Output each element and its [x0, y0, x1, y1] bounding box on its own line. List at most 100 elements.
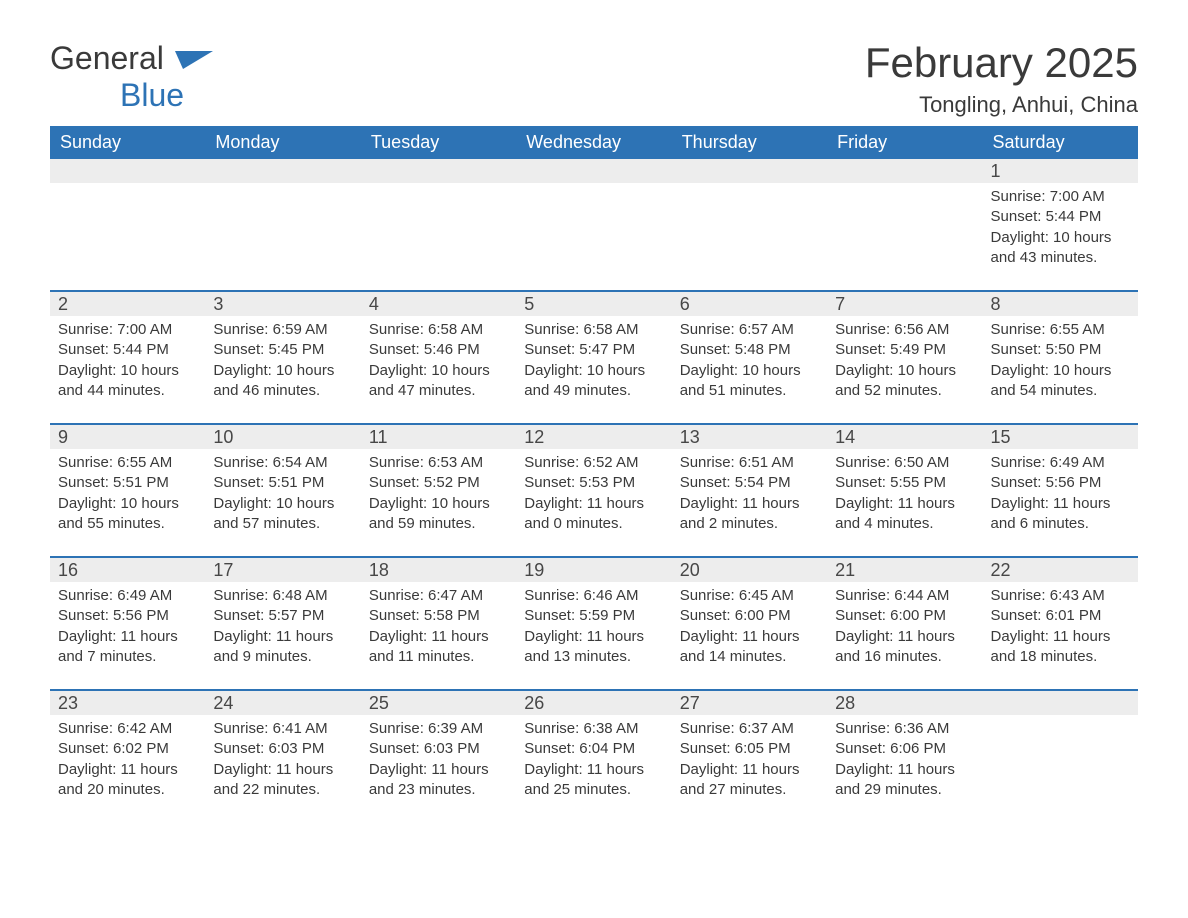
sunrise-text: Sunrise: 6:36 AM: [835, 719, 974, 739]
day-content: Sunrise: 6:53 AMSunset: 5:52 PMDaylight:…: [361, 449, 516, 556]
daylight-text: Daylight: 11 hours and 18 minutes.: [991, 627, 1130, 668]
sunrise-text: Sunrise: 6:39 AM: [369, 719, 508, 739]
sunset-text: Sunset: 5:52 PM: [369, 473, 508, 493]
calendar-cell: 9Sunrise: 6:55 AMSunset: 5:51 PMDaylight…: [50, 424, 205, 557]
daylight-text: Daylight: 10 hours and 43 minutes.: [991, 228, 1130, 269]
logo-word2: Blue: [120, 77, 184, 113]
sunset-text: Sunset: 6:01 PM: [991, 606, 1130, 626]
sunrise-text: Sunrise: 6:59 AM: [213, 320, 352, 340]
sunrise-text: Sunrise: 6:51 AM: [680, 453, 819, 473]
calendar-cell-empty: [672, 158, 827, 291]
daylight-text: Daylight: 10 hours and 57 minutes.: [213, 494, 352, 535]
sunrise-text: Sunrise: 6:49 AM: [58, 586, 197, 606]
calendar-cell: 10Sunrise: 6:54 AMSunset: 5:51 PMDayligh…: [205, 424, 360, 557]
daylight-text: Daylight: 10 hours and 46 minutes.: [213, 361, 352, 402]
day-content: Sunrise: 6:48 AMSunset: 5:57 PMDaylight:…: [205, 582, 360, 689]
day-content: Sunrise: 6:42 AMSunset: 6:02 PMDaylight:…: [50, 715, 205, 822]
day-content: [516, 183, 671, 273]
calendar-cell: 6Sunrise: 6:57 AMSunset: 5:48 PMDaylight…: [672, 291, 827, 424]
day-content: Sunrise: 6:47 AMSunset: 5:58 PMDaylight:…: [361, 582, 516, 689]
day-content: [361, 183, 516, 273]
calendar-week-row: 9Sunrise: 6:55 AMSunset: 5:51 PMDaylight…: [50, 424, 1138, 557]
sunrise-text: Sunrise: 7:00 AM: [991, 187, 1130, 207]
day-number: 21: [827, 558, 982, 582]
calendar-cell: 2Sunrise: 7:00 AMSunset: 5:44 PMDaylight…: [50, 291, 205, 424]
day-number: 8: [983, 292, 1138, 316]
logo-text: General Blue: [50, 40, 213, 114]
day-number: 19: [516, 558, 671, 582]
day-content: Sunrise: 7:00 AMSunset: 5:44 PMDaylight:…: [50, 316, 205, 423]
day-content: Sunrise: 6:46 AMSunset: 5:59 PMDaylight:…: [516, 582, 671, 689]
day-content: Sunrise: 6:44 AMSunset: 6:00 PMDaylight:…: [827, 582, 982, 689]
calendar-body: 1Sunrise: 7:00 AMSunset: 5:44 PMDaylight…: [50, 158, 1138, 822]
day-number: 28: [827, 691, 982, 715]
sunrise-text: Sunrise: 6:38 AM: [524, 719, 663, 739]
daylight-text: Daylight: 11 hours and 13 minutes.: [524, 627, 663, 668]
calendar-cell-empty: [983, 690, 1138, 822]
calendar-cell: 20Sunrise: 6:45 AMSunset: 6:00 PMDayligh…: [672, 557, 827, 690]
sunset-text: Sunset: 5:58 PM: [369, 606, 508, 626]
calendar-cell-empty: [516, 158, 671, 291]
day-number: 5: [516, 292, 671, 316]
sunrise-text: Sunrise: 6:58 AM: [369, 320, 508, 340]
calendar-cell: 18Sunrise: 6:47 AMSunset: 5:58 PMDayligh…: [361, 557, 516, 690]
calendar-week-row: 16Sunrise: 6:49 AMSunset: 5:56 PMDayligh…: [50, 557, 1138, 690]
calendar-cell: 16Sunrise: 6:49 AMSunset: 5:56 PMDayligh…: [50, 557, 205, 690]
header: General Blue February 2025 Tongling, Anh…: [50, 40, 1138, 118]
day-content: [672, 183, 827, 273]
calendar-cell: 5Sunrise: 6:58 AMSunset: 5:47 PMDaylight…: [516, 291, 671, 424]
daylight-text: Daylight: 11 hours and 20 minutes.: [58, 760, 197, 801]
sunset-text: Sunset: 5:55 PM: [835, 473, 974, 493]
day-content: Sunrise: 6:50 AMSunset: 5:55 PMDaylight:…: [827, 449, 982, 556]
daylight-text: Daylight: 10 hours and 51 minutes.: [680, 361, 819, 402]
day-number: 10: [205, 425, 360, 449]
sunrise-text: Sunrise: 6:37 AM: [680, 719, 819, 739]
sunrise-text: Sunrise: 6:55 AM: [991, 320, 1130, 340]
calendar-cell: 12Sunrise: 6:52 AMSunset: 5:53 PMDayligh…: [516, 424, 671, 557]
calendar-cell: 13Sunrise: 6:51 AMSunset: 5:54 PMDayligh…: [672, 424, 827, 557]
daylight-text: Daylight: 11 hours and 9 minutes.: [213, 627, 352, 668]
daylight-text: Daylight: 11 hours and 27 minutes.: [680, 760, 819, 801]
daylight-text: Daylight: 10 hours and 54 minutes.: [991, 361, 1130, 402]
day-number: [205, 159, 360, 183]
calendar-cell: 22Sunrise: 6:43 AMSunset: 6:01 PMDayligh…: [983, 557, 1138, 690]
calendar-cell: 21Sunrise: 6:44 AMSunset: 6:00 PMDayligh…: [827, 557, 982, 690]
calendar-cell: 17Sunrise: 6:48 AMSunset: 5:57 PMDayligh…: [205, 557, 360, 690]
sunset-text: Sunset: 5:48 PM: [680, 340, 819, 360]
day-number: 24: [205, 691, 360, 715]
day-content: Sunrise: 6:55 AMSunset: 5:50 PMDaylight:…: [983, 316, 1138, 423]
logo-flag-icon: [175, 51, 213, 69]
day-number: [827, 159, 982, 183]
sunset-text: Sunset: 6:06 PM: [835, 739, 974, 759]
day-number: 16: [50, 558, 205, 582]
daylight-text: Daylight: 11 hours and 22 minutes.: [213, 760, 352, 801]
day-content: Sunrise: 6:43 AMSunset: 6:01 PMDaylight:…: [983, 582, 1138, 689]
daylight-text: Daylight: 11 hours and 6 minutes.: [991, 494, 1130, 535]
day-content: Sunrise: 7:00 AMSunset: 5:44 PMDaylight:…: [983, 183, 1138, 290]
day-number: 9: [50, 425, 205, 449]
day-number: 7: [827, 292, 982, 316]
day-content: Sunrise: 6:39 AMSunset: 6:03 PMDaylight:…: [361, 715, 516, 822]
day-number: [516, 159, 671, 183]
day-number: [50, 159, 205, 183]
daylight-text: Daylight: 11 hours and 16 minutes.: [835, 627, 974, 668]
daylight-text: Daylight: 11 hours and 29 minutes.: [835, 760, 974, 801]
weekday-header: Tuesday: [361, 127, 516, 158]
sunset-text: Sunset: 5:44 PM: [58, 340, 197, 360]
calendar-week-row: 1Sunrise: 7:00 AMSunset: 5:44 PMDaylight…: [50, 158, 1138, 291]
sunrise-text: Sunrise: 6:50 AM: [835, 453, 974, 473]
sunrise-text: Sunrise: 6:42 AM: [58, 719, 197, 739]
sunrise-text: Sunrise: 6:54 AM: [213, 453, 352, 473]
daylight-text: Daylight: 11 hours and 23 minutes.: [369, 760, 508, 801]
daylight-text: Daylight: 11 hours and 4 minutes.: [835, 494, 974, 535]
weekday-header: Sunday: [50, 127, 205, 158]
sunrise-text: Sunrise: 6:56 AM: [835, 320, 974, 340]
daylight-text: Daylight: 11 hours and 0 minutes.: [524, 494, 663, 535]
day-number: [361, 159, 516, 183]
daylight-text: Daylight: 11 hours and 14 minutes.: [680, 627, 819, 668]
calendar-cell-empty: [827, 158, 982, 291]
location-subtitle: Tongling, Anhui, China: [865, 92, 1138, 118]
weekday-header: Saturday: [983, 127, 1138, 158]
day-content: Sunrise: 6:57 AMSunset: 5:48 PMDaylight:…: [672, 316, 827, 423]
calendar-cell: 1Sunrise: 7:00 AMSunset: 5:44 PMDaylight…: [983, 158, 1138, 291]
